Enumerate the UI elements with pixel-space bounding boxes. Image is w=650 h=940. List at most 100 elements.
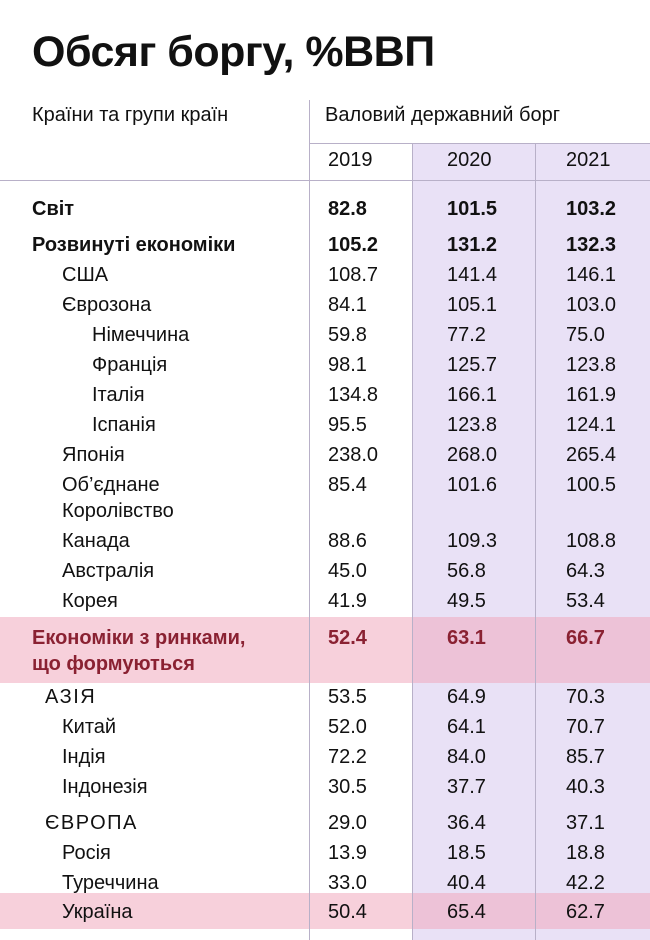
table-cell-2021: 18.8 <box>566 842 605 864</box>
table-cell-2019: 33.0 <box>328 872 367 894</box>
row-label: Україна <box>62 901 133 923</box>
table-cell-2020: 65.4 <box>447 901 486 923</box>
year-header-2021: 2021 <box>566 149 611 171</box>
table-cell-2020: 64.1 <box>447 716 486 738</box>
table-cell-2019: 13.9 <box>328 842 367 864</box>
table-cell-2019: 238.0 <box>328 444 379 466</box>
row-label: Австралія <box>62 560 155 582</box>
row-label: Єврозона <box>62 294 152 316</box>
row-label: Світ <box>32 198 75 220</box>
countries-column-header: Країни та групи країн <box>32 104 229 126</box>
table-cell-2020: 101.5 <box>447 198 498 220</box>
table-cell-2020: 131.2 <box>447 234 498 256</box>
header-divider-top <box>310 143 650 144</box>
table-cell-2019: 52.4 <box>328 627 367 649</box>
column-divider-name <box>309 100 310 940</box>
row-label: Економіки з ринками, <box>32 627 246 649</box>
highlighted-row-background <box>0 617 650 683</box>
column-divider-2019 <box>412 144 413 940</box>
row-label: Розвинуті економіки <box>32 234 236 256</box>
table-cell-2019: 98.1 <box>328 354 367 376</box>
row-label: Франція <box>92 354 168 376</box>
row-label: ЄВРОПА <box>45 812 138 834</box>
row-label: Індонезія <box>62 776 148 798</box>
row-label: АЗІЯ <box>45 686 97 708</box>
table-cell-2019: 88.6 <box>328 530 367 552</box>
table-cell-2021: 124.1 <box>566 414 617 436</box>
table-cell-2019: 29.0 <box>328 812 367 834</box>
row-label: Німеччина <box>92 324 190 346</box>
table-cell-2020: 101.6 <box>447 474 498 496</box>
table-cell-2020: 109.3 <box>447 530 498 552</box>
table-cell-2020: 125.7 <box>447 354 498 376</box>
table-cell-2019: 105.2 <box>328 234 379 256</box>
row-label: Іспанія <box>92 414 156 436</box>
table-cell-2021: 146.1 <box>566 264 617 286</box>
table-cell-2021: 100.5 <box>566 474 617 496</box>
table-cell-2020: 49.5 <box>447 590 486 612</box>
year-header-2020: 2020 <box>447 149 492 171</box>
table-cell-2020: 56.8 <box>447 560 486 582</box>
row-label: Китай <box>62 716 117 738</box>
table-cell-2019: 95.5 <box>328 414 367 436</box>
column-divider-2020 <box>535 144 536 940</box>
table-cell-2021: 85.7 <box>566 746 605 768</box>
table-cell-2019: 41.9 <box>328 590 367 612</box>
table-cell-2019: 108.7 <box>328 264 379 286</box>
table-cell-2021: 53.4 <box>566 590 605 612</box>
table-cell-2019: 85.4 <box>328 474 367 496</box>
row-label: США <box>62 264 109 286</box>
table-cell-2020: 123.8 <box>447 414 498 436</box>
table-cell-2020: 18.5 <box>447 842 486 864</box>
year-header-2019: 2019 <box>328 149 373 171</box>
row-label: Росія <box>62 842 111 864</box>
table-cell-2019: 30.5 <box>328 776 367 798</box>
table-cell-2020: 268.0 <box>447 444 498 466</box>
row-label: Італія <box>92 384 145 406</box>
header-divider-bottom <box>0 180 650 181</box>
table-cell-2019: 53.5 <box>328 686 367 708</box>
debt-column-header: Валовий державний борг <box>325 104 560 126</box>
table-cell-2019: 82.8 <box>328 198 367 220</box>
table-cell-2019: 45.0 <box>328 560 367 582</box>
table-cell-2019: 72.2 <box>328 746 367 768</box>
row-label-continued: Королівство <box>62 500 174 522</box>
table-cell-2019: 50.4 <box>328 901 367 923</box>
table-cell-2021: 103.2 <box>566 198 617 220</box>
row-label: Об’єднане <box>62 474 160 496</box>
table-cell-2021: 70.3 <box>566 686 605 708</box>
row-label: Канада <box>62 530 130 552</box>
table-cell-2021: 108.8 <box>566 530 617 552</box>
table-cell-2019: 84.1 <box>328 294 367 316</box>
row-label: Японія <box>62 444 125 466</box>
table-cell-2021: 103.0 <box>566 294 617 316</box>
table-cell-2020: 36.4 <box>447 812 486 834</box>
highlight-column-2020-2021 <box>412 144 650 940</box>
table-cell-2019: 59.8 <box>328 324 367 346</box>
table-cell-2021: 132.3 <box>566 234 617 256</box>
table-cell-2021: 123.8 <box>566 354 617 376</box>
table-cell-2021: 161.9 <box>566 384 617 406</box>
table-cell-2021: 64.3 <box>566 560 605 582</box>
table-cell-2021: 42.2 <box>566 872 605 894</box>
table-cell-2020: 37.7 <box>447 776 486 798</box>
table-cell-2020: 84.0 <box>447 746 486 768</box>
page-title: Обсяг боргу, %ВВП <box>32 28 435 76</box>
highlighted-row-background <box>0 893 650 929</box>
table-cell-2021: 40.3 <box>566 776 605 798</box>
table-cell-2021: 75.0 <box>566 324 605 346</box>
table-cell-2020: 40.4 <box>447 872 486 894</box>
table-cell-2020: 63.1 <box>447 627 486 649</box>
table-cell-2021: 37.1 <box>566 812 605 834</box>
table-cell-2021: 70.7 <box>566 716 605 738</box>
table-cell-2020: 77.2 <box>447 324 486 346</box>
row-label: Індія <box>62 746 106 768</box>
row-label: Туреччина <box>62 872 159 894</box>
table-cell-2019: 134.8 <box>328 384 379 406</box>
table-cell-2021: 265.4 <box>566 444 617 466</box>
row-label: Корея <box>62 590 118 612</box>
table-cell-2020: 64.9 <box>447 686 486 708</box>
table-cell-2020: 141.4 <box>447 264 498 286</box>
table-cell-2020: 166.1 <box>447 384 498 406</box>
table-cell-2021: 66.7 <box>566 627 605 649</box>
